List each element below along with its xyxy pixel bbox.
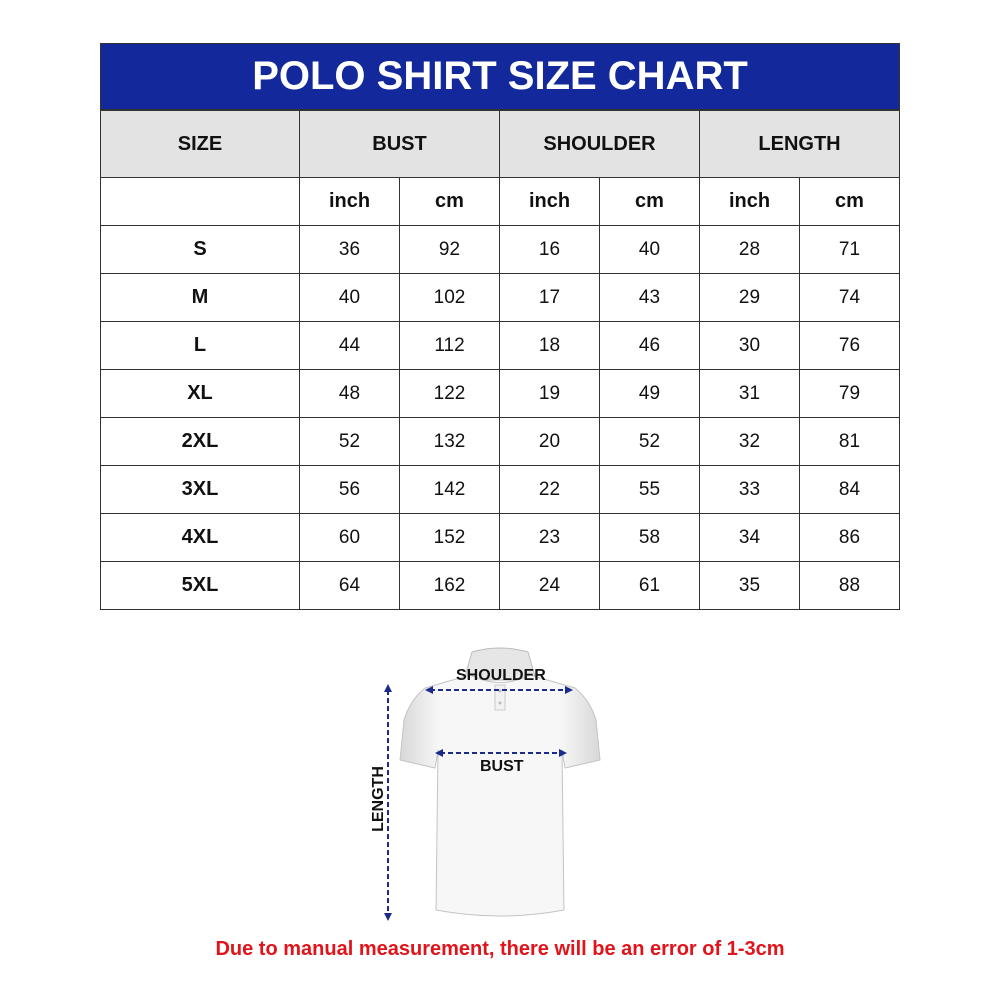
unit-header: inch	[499, 177, 600, 226]
value-cell: 132	[399, 417, 500, 466]
length-label: LENGTH	[369, 766, 387, 832]
size-chart: POLO SHIRT SIZE CHART SIZE BUST SHOULDER…	[100, 43, 900, 610]
header-length: LENGTH	[699, 110, 900, 178]
value-cell: 33	[699, 465, 800, 514]
table-row: 4XL 60 152 23 58 34 86	[100, 513, 900, 562]
unit-header: cm	[399, 177, 500, 226]
table-row: M 40 102 17 43 29 74	[100, 273, 900, 322]
value-cell: 79	[799, 369, 900, 418]
value-cell: 46	[599, 321, 700, 370]
size-cell: 4XL	[100, 513, 300, 562]
value-cell: 52	[599, 417, 700, 466]
value-cell: 76	[799, 321, 900, 370]
value-cell: 71	[799, 225, 900, 274]
size-cell: 5XL	[100, 561, 300, 610]
value-cell: 84	[799, 465, 900, 514]
value-cell: 152	[399, 513, 500, 562]
value-cell: 55	[599, 465, 700, 514]
value-cell: 34	[699, 513, 800, 562]
measurement-note: Due to manual measurement, there will be…	[215, 938, 785, 960]
value-cell: 32	[699, 417, 800, 466]
table-row: XL 48 122 19 49 31 79	[100, 369, 900, 418]
value-cell: 122	[399, 369, 500, 418]
value-cell: 19	[499, 369, 600, 418]
unit-header: cm	[799, 177, 900, 226]
value-cell: 16	[499, 225, 600, 274]
table-row: L 44 112 18 46 30 76	[100, 321, 900, 370]
value-cell: 61	[599, 561, 700, 610]
value-cell: 44	[299, 321, 400, 370]
value-cell: 142	[399, 465, 500, 514]
header-shoulder: SHOULDER	[499, 110, 700, 178]
value-cell: 56	[299, 465, 400, 514]
value-cell: 49	[599, 369, 700, 418]
unit-header: inch	[699, 177, 800, 226]
shoulder-label: SHOULDER	[456, 667, 546, 684]
value-cell: 58	[599, 513, 700, 562]
chart-title: POLO SHIRT SIZE CHART	[100, 43, 900, 110]
header-row: SIZE BUST SHOULDER LENGTH	[100, 110, 900, 178]
size-cell: S	[100, 225, 300, 274]
value-cell: 43	[599, 273, 700, 322]
size-cell: XL	[100, 369, 300, 418]
value-cell: 23	[499, 513, 600, 562]
value-cell: 88	[799, 561, 900, 610]
empty-cell	[100, 177, 300, 226]
size-cell: L	[100, 321, 300, 370]
value-cell: 86	[799, 513, 900, 562]
value-cell: 20	[499, 417, 600, 466]
value-cell: 22	[499, 465, 600, 514]
value-cell: 40	[299, 273, 400, 322]
size-cell: 2XL	[100, 417, 300, 466]
value-cell: 31	[699, 369, 800, 418]
value-cell: 74	[799, 273, 900, 322]
value-cell: 18	[499, 321, 600, 370]
value-cell: 29	[699, 273, 800, 322]
unit-header: inch	[299, 177, 400, 226]
value-cell: 17	[499, 273, 600, 322]
table-row: 3XL 56 142 22 55 33 84	[100, 465, 900, 514]
value-cell: 24	[499, 561, 600, 610]
value-cell: 60	[299, 513, 400, 562]
unit-row: inch cm inch cm inch cm	[100, 177, 900, 226]
value-cell: 40	[599, 225, 700, 274]
value-cell: 48	[299, 369, 400, 418]
value-cell: 35	[699, 561, 800, 610]
value-cell: 52	[299, 417, 400, 466]
table-row: S 36 92 16 40 28 71	[100, 225, 900, 274]
size-table: SIZE BUST SHOULDER LENGTH inch cm inch cm in…	[100, 110, 900, 610]
value-cell: 162	[399, 561, 500, 610]
value-cell: 28	[699, 225, 800, 274]
size-cell: 3XL	[100, 465, 300, 514]
value-cell: 64	[299, 561, 400, 610]
value-cell: 102	[399, 273, 500, 322]
table-row: 2XL 52 132 20 52 32 81	[100, 417, 900, 466]
value-cell: 92	[399, 225, 500, 274]
value-cell: 81	[799, 417, 900, 466]
header-size: SIZE	[100, 110, 300, 178]
value-cell: 112	[399, 321, 500, 370]
header-bust: BUST	[299, 110, 500, 178]
unit-header: cm	[599, 177, 700, 226]
bust-label: BUST	[480, 758, 524, 775]
size-cell: M	[100, 273, 300, 322]
polo-shirt-icon	[384, 647, 601, 921]
table-row: 5XL 64 162 24 61 35 88	[100, 561, 900, 610]
value-cell: 36	[299, 225, 400, 274]
value-cell: 30	[699, 321, 800, 370]
shirt-diagram: SHOULDER BUST LENGTH	[360, 640, 620, 930]
